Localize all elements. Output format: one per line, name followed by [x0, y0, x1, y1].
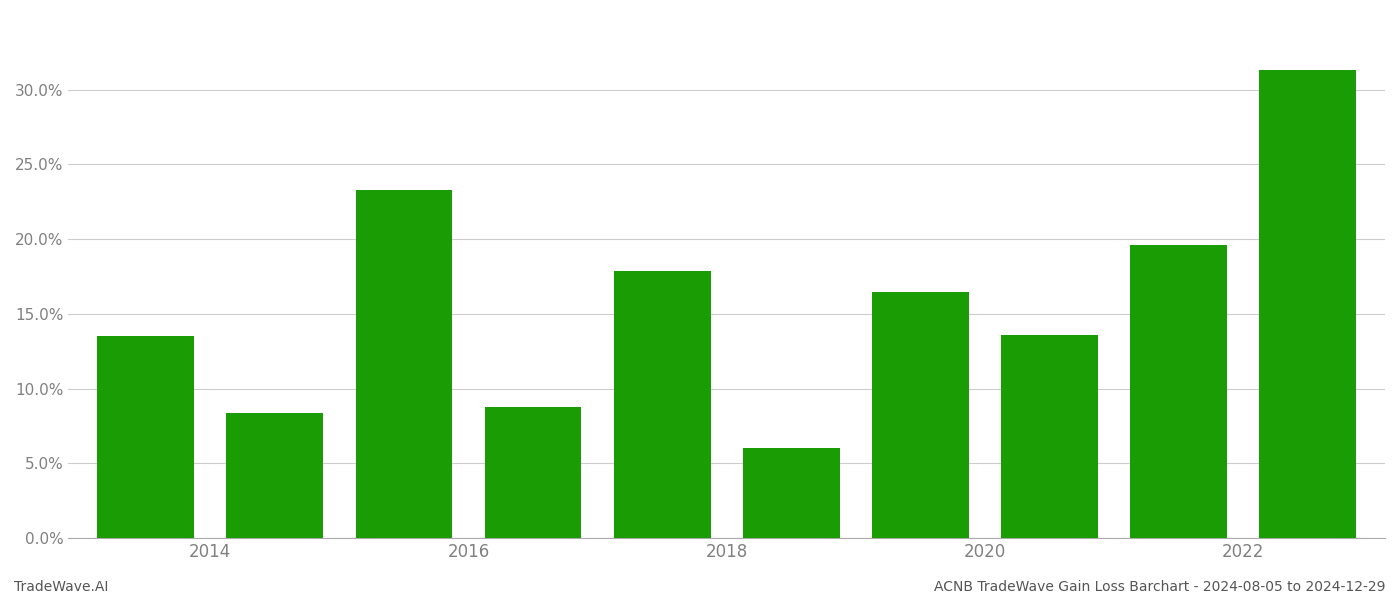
Text: ACNB TradeWave Gain Loss Barchart - 2024-08-05 to 2024-12-29: ACNB TradeWave Gain Loss Barchart - 2024…	[935, 580, 1386, 594]
Bar	[98, 337, 195, 538]
Bar	[1130, 245, 1226, 538]
Bar	[227, 413, 323, 538]
Bar	[743, 448, 840, 538]
Bar	[613, 271, 711, 538]
Bar	[872, 292, 969, 538]
Bar	[484, 407, 581, 538]
Bar	[1259, 70, 1357, 538]
Bar	[1001, 335, 1098, 538]
Bar	[356, 190, 452, 538]
Text: TradeWave.AI: TradeWave.AI	[14, 580, 108, 594]
